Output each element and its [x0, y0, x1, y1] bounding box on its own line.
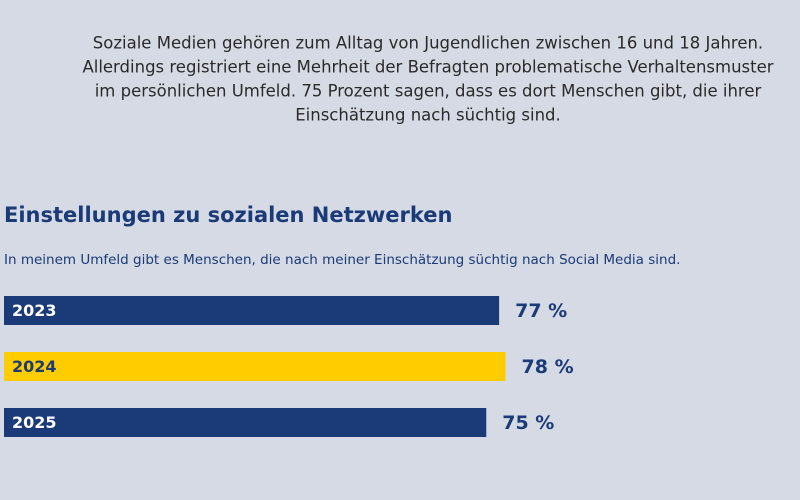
intro-text: Soziale Medien gehören zum Alltag von Ju…: [82, 34, 773, 125]
bar-category-label: 2023: [12, 301, 57, 320]
value-label: 77 %: [515, 300, 567, 322]
intro-line: im persönlichen Umfeld. 75 Prozent sagen…: [95, 82, 762, 101]
chart-title: Einstellungen zu sozialen Netzwerken: [4, 203, 453, 227]
intro-line: Allerdings registriert eine Mehrheit der…: [82, 58, 773, 77]
bar: [4, 296, 500, 325]
bar: [4, 352, 506, 381]
value-label: 75 %: [502, 412, 554, 434]
chart-subtitle: In meinem Umfeld gibt es Menschen, die n…: [4, 252, 680, 268]
bar: [4, 408, 487, 437]
value-label: 78 %: [522, 356, 574, 378]
intro-line: Soziale Medien gehören zum Alltag von Ju…: [93, 34, 763, 53]
bar-category-label: 2024: [12, 357, 57, 376]
intro-line: Einschätzung nach süchtig sind.: [295, 106, 561, 125]
bar-category-label: 2025: [12, 413, 57, 432]
